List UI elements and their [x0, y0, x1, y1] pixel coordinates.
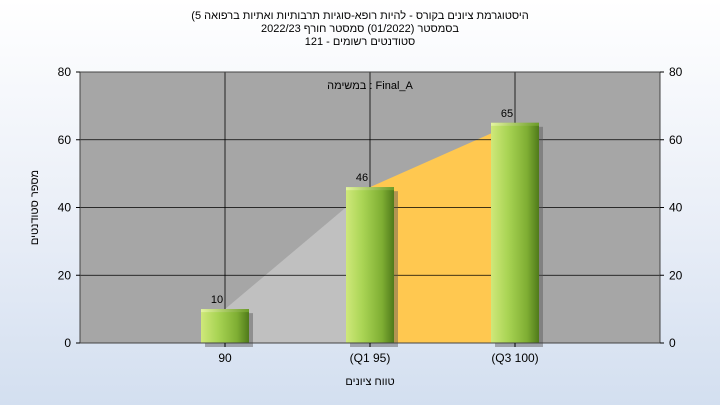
bar-1 [346, 187, 394, 343]
data-label-0: 10 [211, 294, 223, 306]
y-tick-label-left-3: 60 [58, 133, 72, 147]
y-tick-label-right-3: 60 [669, 133, 683, 147]
title-line-1: (היסטוגרמת ציונים בקורס - להיות רופא-סוג… [191, 10, 529, 22]
bar-cap-0 [201, 309, 249, 313]
title-line-3: סטודנטים רשומים - 121 [304, 36, 416, 48]
y-tick-label-left-2: 40 [58, 201, 72, 215]
x-axis-title: טווח ציונים [345, 376, 394, 388]
x-tick-label-1: (Q1 95) [350, 351, 391, 365]
y-tick-label-right-2: 40 [669, 201, 683, 215]
bar-2 [491, 122, 539, 343]
y-tick-label-left-1: 20 [58, 268, 72, 282]
title-line-2: בסמסטר (01/2022) סמסטר חורף 2022/23 [260, 23, 460, 35]
assignment-label: במשימה : Final_A [327, 80, 413, 92]
data-label-2: 65 [501, 108, 513, 120]
area-segment-0 [225, 187, 370, 343]
y-tick-label-left-4: 80 [58, 65, 72, 79]
bar-0 [201, 309, 249, 343]
y-tick-label-right-4: 80 [669, 65, 683, 79]
x-tick-label-2: (Q3 100) [491, 351, 538, 365]
x-tick-label-0: 90 [218, 351, 232, 365]
data-label-1: 46 [356, 172, 368, 184]
y-tick-label-right-1: 20 [669, 268, 683, 282]
area-segment-1 [370, 122, 515, 343]
bar-cap-2 [491, 122, 539, 126]
bar-cap-1 [346, 187, 394, 191]
y-axis-title: מספר סטודנטים [29, 170, 41, 245]
y-tick-label-right-0: 0 [669, 336, 676, 350]
y-tick-label-left-0: 0 [64, 336, 71, 350]
chart-title: (היסטוגרמת ציונים בקורס - להיות רופא-סוג… [0, 10, 720, 49]
